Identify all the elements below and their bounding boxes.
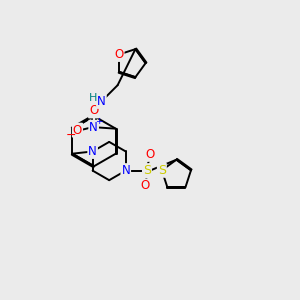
Text: S: S bbox=[143, 164, 151, 177]
Text: O: O bbox=[89, 104, 98, 118]
Text: N: N bbox=[97, 95, 106, 108]
Text: S: S bbox=[158, 164, 166, 177]
Text: O: O bbox=[146, 148, 155, 161]
Text: +: + bbox=[95, 117, 102, 126]
Text: N: N bbox=[88, 145, 97, 158]
Text: O: O bbox=[73, 124, 82, 136]
Text: N: N bbox=[122, 164, 130, 177]
Text: −: − bbox=[66, 129, 76, 142]
Text: O: O bbox=[114, 48, 124, 61]
Text: N: N bbox=[89, 121, 98, 134]
Text: H: H bbox=[89, 93, 98, 103]
Text: O: O bbox=[141, 179, 150, 192]
